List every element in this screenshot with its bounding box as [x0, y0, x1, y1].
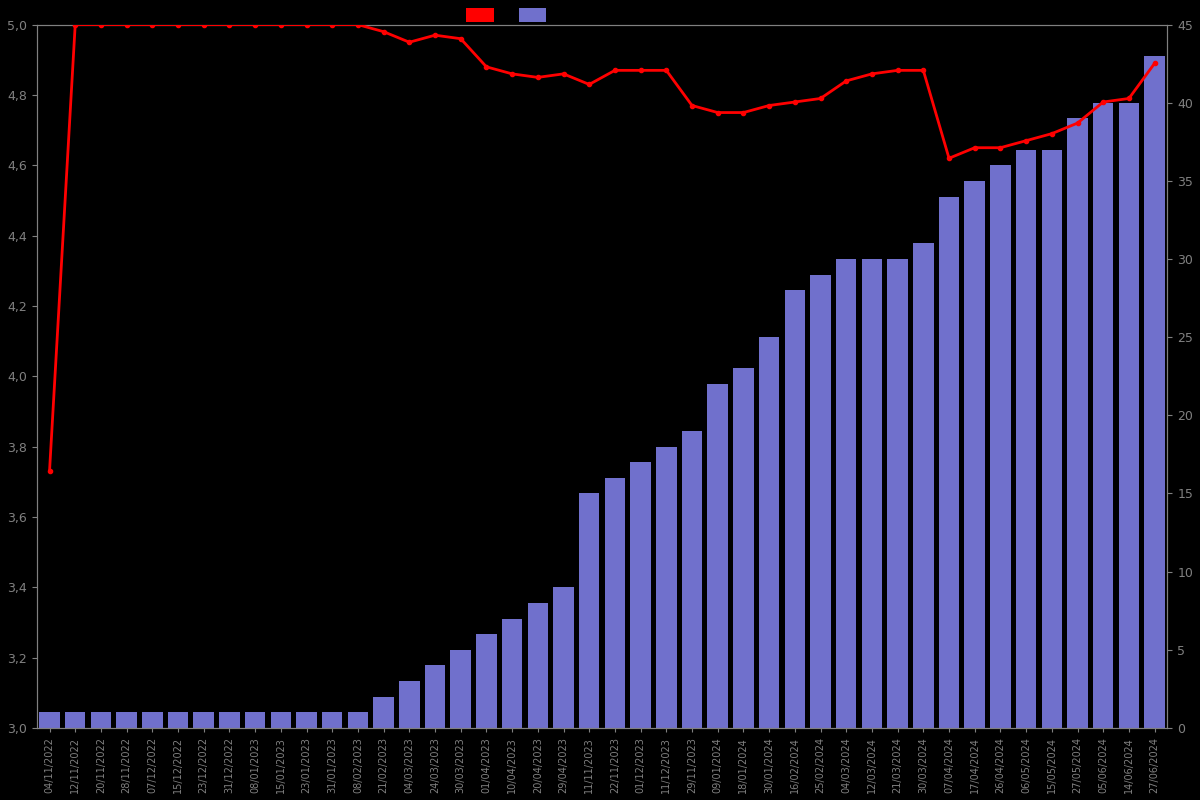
- Bar: [502, 618, 522, 728]
- Bar: [553, 587, 574, 728]
- Bar: [836, 259, 857, 728]
- Bar: [220, 712, 240, 728]
- Bar: [40, 712, 60, 728]
- Bar: [733, 369, 754, 728]
- Bar: [91, 712, 112, 728]
- Bar: [938, 197, 959, 728]
- Bar: [400, 681, 420, 728]
- Bar: [373, 697, 394, 728]
- Bar: [476, 634, 497, 728]
- Bar: [425, 666, 445, 728]
- Bar: [1042, 150, 1062, 728]
- Bar: [578, 494, 600, 728]
- Bar: [1118, 102, 1139, 728]
- Bar: [322, 712, 342, 728]
- Bar: [270, 712, 292, 728]
- Bar: [758, 338, 779, 728]
- Legend: , : ,: [462, 3, 562, 26]
- Bar: [682, 431, 702, 728]
- Bar: [656, 446, 677, 728]
- Bar: [116, 712, 137, 728]
- Bar: [990, 166, 1010, 728]
- Bar: [348, 712, 368, 728]
- Bar: [785, 290, 805, 728]
- Bar: [142, 712, 162, 728]
- Bar: [965, 181, 985, 728]
- Bar: [450, 650, 470, 728]
- Bar: [193, 712, 214, 728]
- Bar: [1145, 56, 1165, 728]
- Bar: [65, 712, 85, 728]
- Bar: [245, 712, 265, 728]
- Bar: [168, 712, 188, 728]
- Bar: [605, 478, 625, 728]
- Bar: [630, 462, 650, 728]
- Bar: [528, 603, 548, 728]
- Bar: [810, 274, 830, 728]
- Bar: [913, 243, 934, 728]
- Bar: [1067, 118, 1087, 728]
- Bar: [1093, 102, 1114, 728]
- Bar: [1016, 150, 1037, 728]
- Bar: [296, 712, 317, 728]
- Bar: [708, 384, 728, 728]
- Bar: [862, 259, 882, 728]
- Bar: [887, 259, 908, 728]
